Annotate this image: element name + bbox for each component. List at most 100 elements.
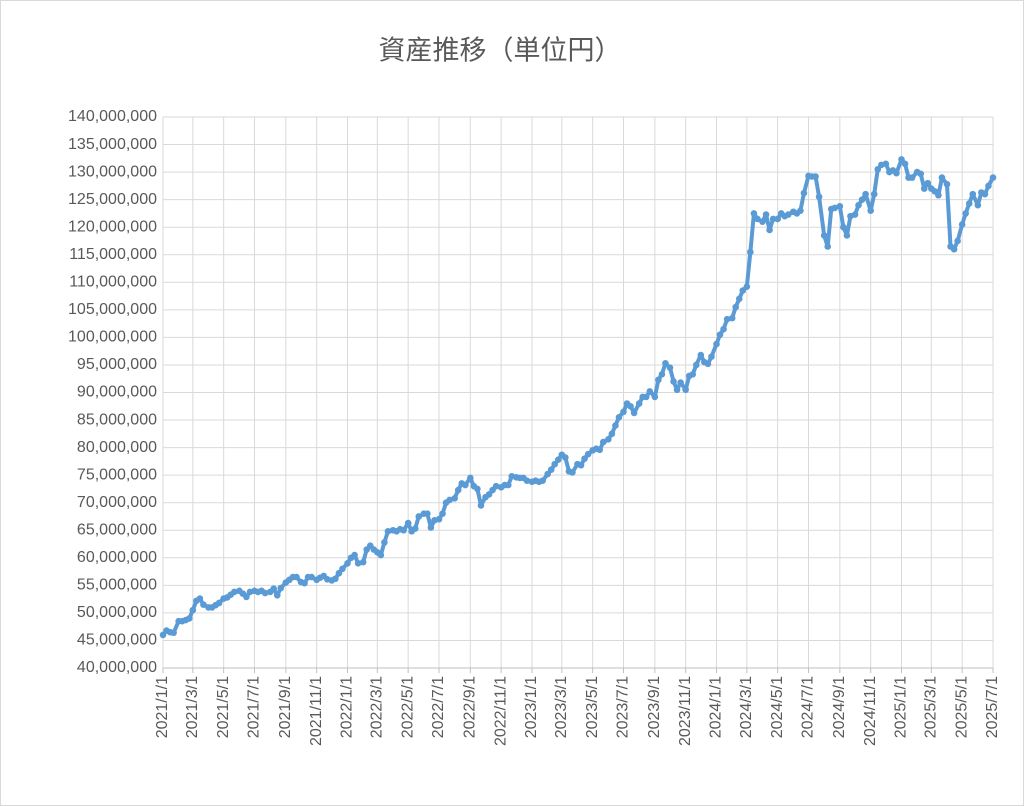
data-point (615, 413, 623, 421)
data-point (562, 454, 569, 461)
y-tick-label: 80,000,000 (77, 439, 157, 456)
data-point (630, 409, 638, 417)
data-point (870, 190, 878, 198)
data-point (858, 196, 866, 203)
data-point (504, 481, 512, 489)
y-tick-label: 130,000,000 (68, 163, 157, 180)
data-point (843, 232, 851, 239)
x-tick-label: 2025/5/1 (953, 676, 970, 738)
data-point (359, 558, 367, 566)
data-point (673, 386, 681, 394)
data-point (215, 599, 223, 607)
data-point (965, 200, 973, 207)
y-tick-label: 100,000,000 (68, 329, 157, 346)
data-point (646, 388, 654, 395)
data-point (159, 631, 167, 639)
y-tick-label: 75,000,000 (77, 466, 157, 483)
data-point (677, 379, 684, 386)
x-tick-label: 2024/7/1 (800, 676, 817, 738)
data-point (935, 191, 942, 199)
data-point (831, 204, 839, 212)
x-tick-label: 2023/11/1 (677, 676, 694, 746)
data-point (599, 438, 607, 446)
data-point (658, 371, 666, 378)
data-point (898, 156, 905, 163)
x-tick-label: 2021/1/1 (154, 676, 171, 738)
y-tick-label: 55,000,000 (77, 577, 157, 594)
data-point (339, 565, 346, 573)
data-point (815, 193, 823, 201)
data-point (732, 303, 740, 311)
x-tick-label: 2021/7/1 (246, 676, 263, 738)
data-point (682, 386, 689, 394)
x-tick-label: 2021/3/1 (184, 676, 201, 738)
data-point (689, 371, 697, 378)
data-point (485, 491, 493, 498)
data-point (642, 393, 650, 401)
data-point (196, 595, 204, 602)
x-tick-label: 2022/11/1 (492, 676, 509, 746)
data-point (608, 430, 616, 438)
data-point (424, 510, 431, 518)
data-point (270, 585, 278, 592)
data-point (743, 283, 751, 291)
data-point (170, 629, 177, 637)
data-point (958, 221, 966, 228)
data-point (596, 446, 604, 454)
data-point (620, 408, 627, 416)
data-point (554, 456, 562, 464)
data-point (332, 575, 339, 583)
data-point (840, 223, 847, 231)
data-point (720, 325, 727, 333)
data-point (901, 160, 909, 168)
data-point (985, 182, 992, 190)
data-point (716, 331, 724, 338)
data-point (293, 573, 300, 581)
data-point (344, 560, 351, 567)
data-point (651, 393, 659, 401)
data-point (797, 207, 804, 214)
data-point (954, 237, 961, 245)
data-point (989, 174, 997, 181)
y-tick-label: 115,000,000 (69, 246, 157, 263)
y-tick-label: 140,000,000 (68, 108, 157, 125)
data-point (461, 481, 469, 489)
plot (159, 156, 997, 639)
data-point (411, 525, 419, 532)
data-point (670, 378, 677, 385)
x-tick-label: 2023/3/1 (553, 676, 570, 738)
data-point (354, 560, 362, 567)
x-tick-label: 2023/5/1 (584, 676, 601, 738)
data-point (377, 551, 385, 559)
data-point (351, 551, 358, 559)
data-point (981, 190, 989, 198)
y-tick-label: 90,000,000 (77, 384, 157, 401)
data-point (243, 593, 250, 601)
x-tick-label: 2025/3/1 (923, 676, 940, 738)
data-point (467, 474, 474, 482)
x-tick-label: 2024/1/1 (708, 676, 725, 738)
data-point (704, 360, 712, 368)
data-point (759, 218, 766, 225)
y-tick-label: 50,000,000 (77, 604, 157, 621)
data-point (544, 470, 551, 478)
y-tick-label: 40,000,000 (77, 659, 157, 676)
data-point (200, 601, 207, 608)
data-point (824, 243, 832, 250)
data-point (384, 528, 392, 535)
data-point (400, 526, 407, 534)
data-point (439, 510, 446, 518)
data-point (708, 353, 715, 360)
x-tick-label: 2022/9/1 (462, 676, 479, 738)
data-point (908, 174, 916, 181)
data-point (261, 589, 269, 597)
data-point (584, 450, 592, 458)
data-point (920, 185, 928, 192)
x-tick-label: 2023/7/1 (615, 676, 632, 738)
data-point (750, 210, 758, 217)
data-point (474, 485, 481, 493)
data-point (551, 460, 559, 468)
data-point (862, 190, 869, 198)
y-tick-label: 95,000,000 (77, 356, 157, 373)
